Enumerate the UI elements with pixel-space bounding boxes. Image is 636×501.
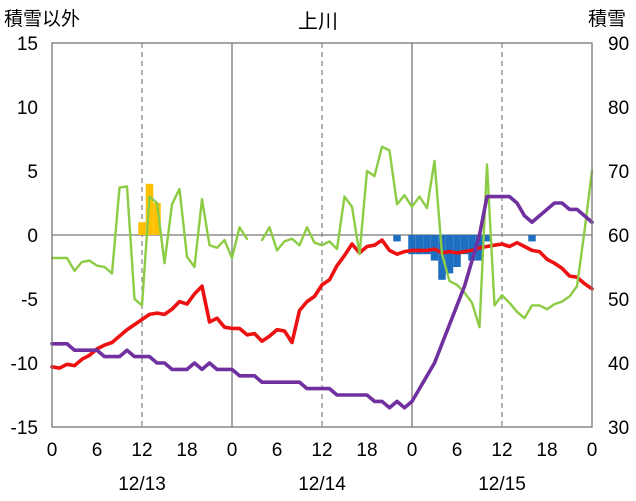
x-tick-label: 18 <box>536 440 557 461</box>
right-tick-label: 80 <box>608 98 629 119</box>
left-tick-label: 0 <box>27 226 38 247</box>
snowfall-bar <box>138 222 146 235</box>
snow_depth-line <box>50 194 594 410</box>
snow_change-bar <box>423 235 431 255</box>
x-tick-label: 0 <box>227 440 238 461</box>
wind-line <box>50 145 594 329</box>
left-axis-label: 積雪以外 <box>4 8 80 30</box>
date-label: 12/14 <box>298 474 346 495</box>
right-tick-label: 60 <box>608 226 629 247</box>
snowfall-bar <box>153 203 161 235</box>
x-tick-label: 0 <box>407 440 418 461</box>
snow_change-bar <box>445 235 454 274</box>
right-tick-label: 50 <box>608 290 629 311</box>
temperature-line <box>50 238 594 370</box>
chart-title: 上川 <box>298 10 338 33</box>
x-tick-label: 6 <box>272 440 283 461</box>
x-tick-label: 12 <box>131 440 152 461</box>
left-tick-label: 10 <box>17 98 38 119</box>
right-tick-label: 70 <box>608 162 629 183</box>
snow_change-bar <box>468 235 476 261</box>
right-tick-label: 40 <box>608 354 629 375</box>
x-tick-label: 18 <box>176 440 197 461</box>
x-tick-label: 18 <box>356 440 377 461</box>
right-axis-label: 積雪 <box>588 8 626 30</box>
right-tick-label: 90 <box>608 34 629 55</box>
left-tick-label: -10 <box>11 354 38 375</box>
date-label: 12/13 <box>118 474 166 495</box>
snow_change-bar <box>460 235 469 255</box>
snow_change-bar <box>483 235 491 242</box>
lines-layer <box>50 145 594 410</box>
snow_change-bar <box>528 235 536 242</box>
x-tick-label: 12 <box>311 440 332 461</box>
date-label: 12/15 <box>478 474 526 495</box>
left-tick-label: 5 <box>27 162 38 183</box>
plot-frame <box>51 42 593 428</box>
x-tick-label: 0 <box>587 440 598 461</box>
x-tick-label: 12 <box>491 440 512 461</box>
x-tick-label: 0 <box>47 440 58 461</box>
left-tick-label: -15 <box>11 418 38 439</box>
snow_change-bar <box>453 235 461 267</box>
x-tick-label: 6 <box>92 440 103 461</box>
left-tick-label: 15 <box>17 34 38 55</box>
left-tick-label: -5 <box>21 290 38 311</box>
snow_change-bar <box>408 235 416 255</box>
x-tick-label: 6 <box>452 440 463 461</box>
right-tick-label: 30 <box>608 418 629 439</box>
snow_change-bar <box>393 235 401 242</box>
snow_change-bar <box>415 235 424 255</box>
